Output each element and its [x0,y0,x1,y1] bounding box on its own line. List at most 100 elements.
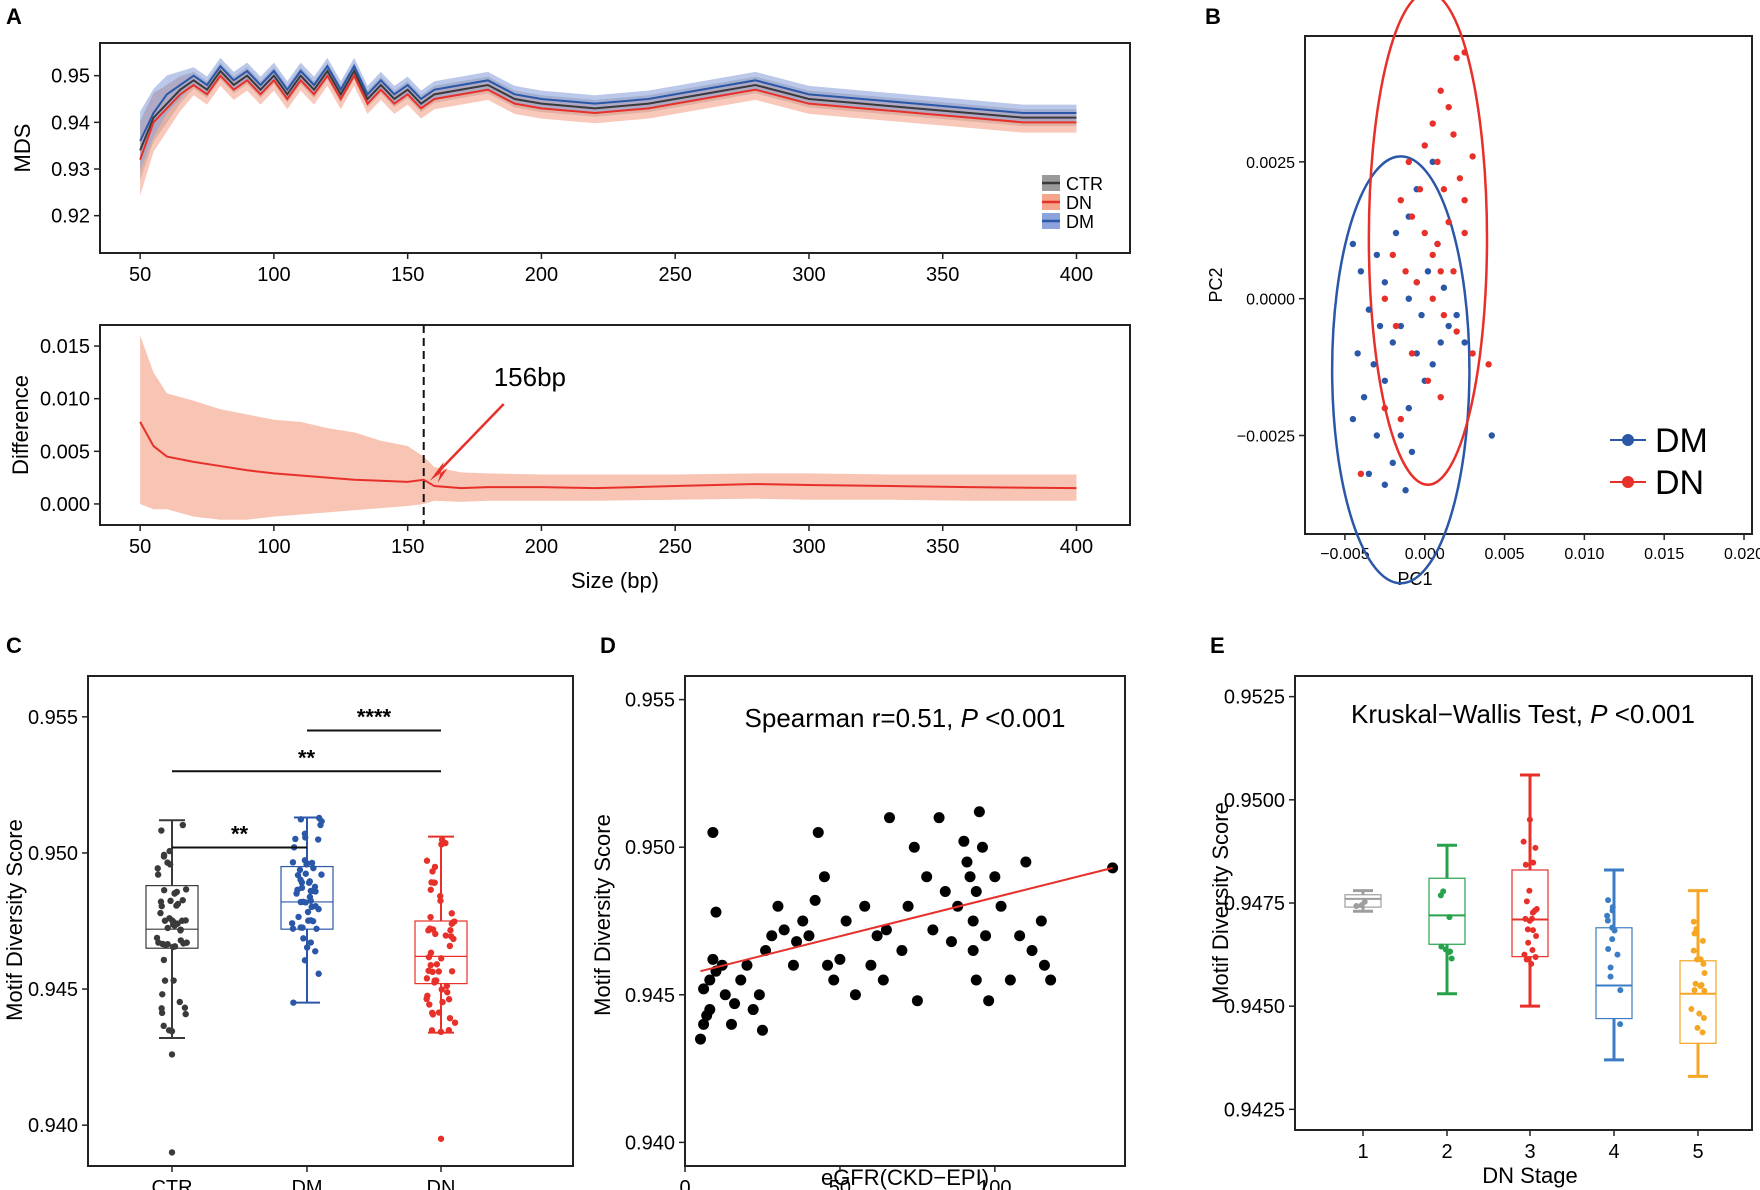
e-x-tick-label: 4 [1608,1141,1619,1163]
d-point [902,900,914,912]
legend-ctr-label: CTR [1066,174,1103,194]
b-point-dn [1440,186,1448,193]
e-point [1614,951,1621,958]
panel-a-difference-chart: Difference Size (bp) 50 100 150 200 250 300 35… [8,324,1131,593]
d-point [880,924,892,936]
d-point [707,953,719,965]
d-point [704,974,716,986]
panel-a-mds-chart: MDS CTR DN DM 50 100 150 200 250 300 350 400 0.9… [10,42,1131,286]
c-point [429,968,436,976]
c-outlier [168,1051,176,1058]
d-point [964,871,976,883]
c-point [318,871,325,878]
c-point [290,999,297,1006]
d-point [989,871,1001,883]
b-point-dn [1402,268,1409,275]
e-point [1691,987,1698,994]
c-point [315,814,323,822]
d-point [877,974,889,986]
b-point-dn [1453,328,1460,335]
c-point [166,861,174,868]
panel-label-a: A [6,4,22,29]
b-point-dn [1381,404,1389,412]
c-point [431,879,438,886]
b-point-dn [1421,142,1428,149]
b-point-dm [1437,339,1444,346]
d-fit-line [700,866,1113,973]
c-point [437,1028,445,1036]
e-point [1358,902,1365,909]
d-point [933,812,945,824]
c-point [289,925,297,932]
d-point [818,871,830,883]
b-point-dm [1381,481,1389,488]
b-point-dm [1381,377,1389,384]
b-point-dm [1373,432,1381,439]
c-point [299,898,307,906]
b-point-dn [1389,251,1397,259]
b-point-dm [1389,339,1397,346]
c-point [160,956,168,964]
c-point [171,943,179,950]
d-point [983,995,995,1007]
panel-d-ylabel: Motif Diversity Score [590,814,615,1016]
c-point [174,900,182,908]
b-point-dm [1413,350,1420,357]
c-point [307,939,315,946]
b-x-tick-label: 0.000 [1405,546,1445,563]
b-point-dn [1429,251,1436,259]
a2-arrow-head [429,461,448,483]
c-point [165,1027,173,1034]
c-point [446,1014,454,1022]
c-point [447,933,455,940]
e-point [1688,1005,1695,1012]
d-x-tick-label: 100 [978,1177,1011,1190]
c-point [426,1001,433,1008]
c-point [429,1011,437,1018]
e-point [1448,955,1455,962]
b-point-dm [1397,432,1404,439]
d-point [995,900,1007,912]
c-point [173,888,181,896]
e-point [1447,948,1454,955]
a-line-ctr [139,68,1077,151]
c-point [448,968,456,975]
b-point-dn [1397,196,1404,204]
e-point [1693,926,1700,933]
b-x-tick-label: 0.015 [1644,546,1684,563]
e-point [1692,980,1699,987]
d-point [729,998,741,1010]
c-point [443,982,451,990]
a-x-tick-label: 200 [525,264,558,286]
a2-annotation-label: 156bp [494,362,566,392]
d-point [927,924,939,936]
d-point [896,945,908,957]
e-point [1526,917,1533,924]
b-point-dn [1357,470,1365,478]
b-point-dn [1461,196,1468,204]
c-point [442,932,450,939]
e-x-tick-label: 3 [1524,1141,1535,1163]
d-point [756,1024,768,1036]
c-point [315,970,322,977]
d-point [973,806,985,818]
c-point [314,836,322,843]
e-point [1532,953,1539,960]
b-point-dn [1437,87,1444,94]
c-x-tick-label: DN [427,1177,456,1190]
d-point [961,856,973,868]
c-outlier [168,1149,176,1156]
c-point [302,870,309,877]
c-point [297,876,304,883]
e-point [1697,956,1704,963]
panel-a-ylabel: MDS [10,124,35,173]
b-point-dn [1429,120,1436,127]
b-point-dn [1450,268,1457,275]
b-point-dm [1349,240,1357,248]
b-point-dm [1429,361,1436,368]
e-point [1526,816,1533,823]
d-point [719,989,731,1001]
panel-label-d: D [600,633,616,658]
c-point [166,915,173,922]
a2-x-tick-label: 400 [1060,536,1093,558]
